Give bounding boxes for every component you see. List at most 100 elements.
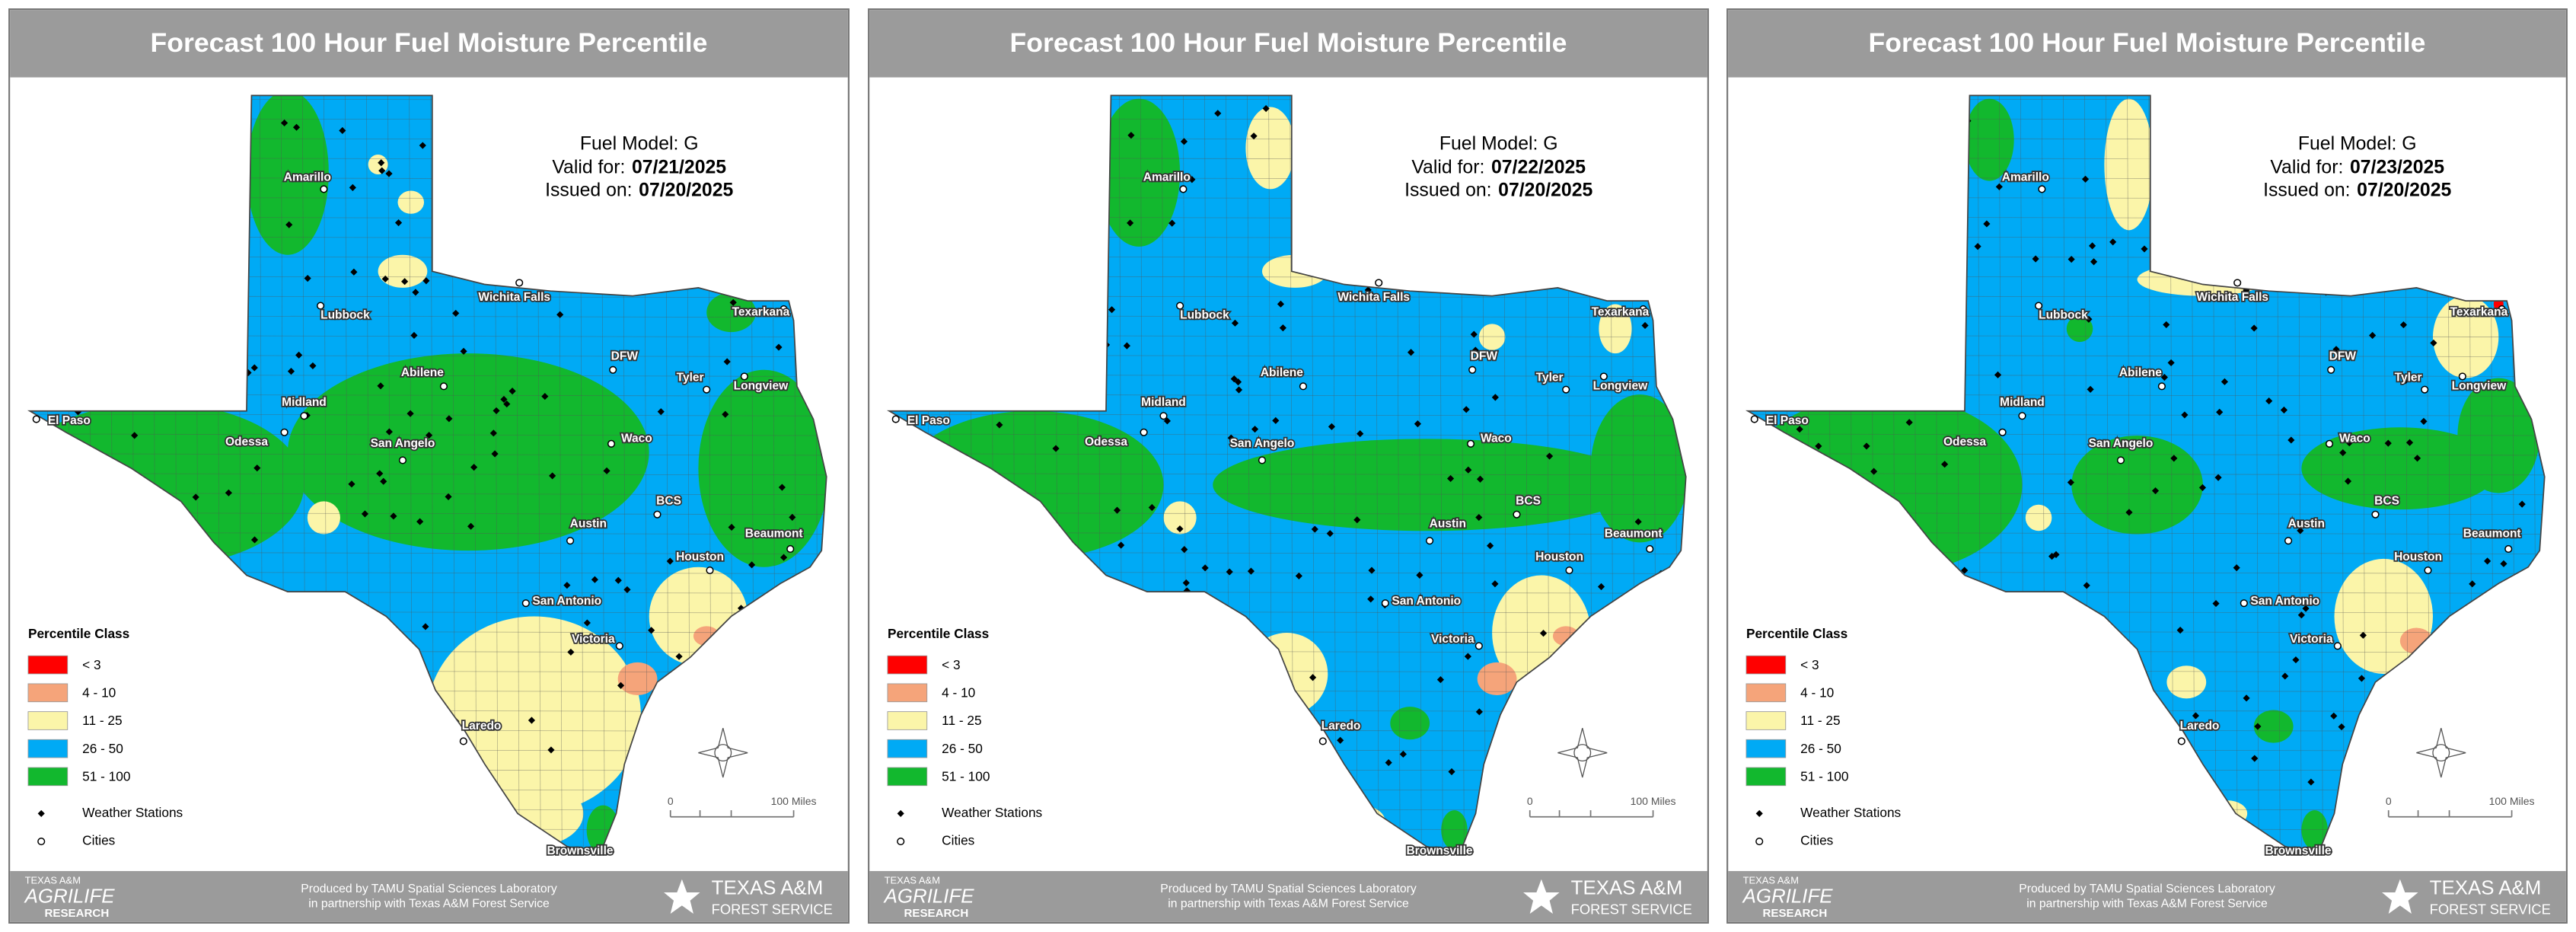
scale-start: 0	[668, 795, 674, 807]
city-marker	[1374, 279, 1382, 287]
city-marker	[2421, 385, 2429, 394]
weather-station	[1414, 420, 1421, 428]
city-label: Tyler	[1535, 372, 1563, 385]
weather-station	[422, 623, 429, 630]
city-label: DFW	[611, 350, 639, 363]
agrilife-logo: AGRILIFE	[882, 886, 974, 907]
agrilife-logo: RESEARCH	[904, 907, 968, 920]
map-panel: Forecast 100 Hour Fuel Moisture Percenti…	[867, 8, 1709, 924]
weather-station	[2287, 436, 2295, 444]
legend-swatch	[887, 655, 927, 675]
legend-cities: Cities	[942, 833, 974, 848]
city-label: San Antonio	[2250, 595, 2319, 608]
issued-date: 07/20/2025	[1498, 180, 1592, 200]
moisture-region	[1478, 324, 1505, 350]
moisture-region	[287, 353, 649, 551]
city-marker	[2038, 185, 2046, 193]
weather-station	[309, 362, 317, 369]
legend-swatch	[1745, 711, 1787, 730]
city-label: Victoria	[1430, 633, 1474, 646]
weather-station	[722, 410, 729, 418]
fuel-model: Fuel Model: G	[2298, 134, 2417, 155]
agrilife-logo: TEXAS A&M	[884, 874, 939, 886]
moisture-region	[378, 254, 428, 288]
agrilife-logo: AGRILIFE	[1742, 886, 1834, 907]
weather-station	[1328, 423, 1335, 430]
issued-label: Issued on:	[1404, 180, 1491, 200]
city-label: BCS	[2374, 495, 2399, 508]
legend-stations: Weather Stations	[942, 805, 1042, 820]
weather-station	[1399, 750, 1407, 758]
city-label: Brownsville	[2265, 844, 2331, 857]
legend-cities: Cities	[82, 833, 115, 848]
legend-label: 51 - 100	[1800, 769, 1848, 784]
scale-end: 100 Miles	[1630, 795, 1675, 807]
city-label: Laredo	[462, 720, 502, 733]
weather-station	[1367, 567, 1376, 574]
city-marker	[280, 428, 289, 436]
city-label: Brownsville	[547, 844, 613, 857]
weather-station	[2151, 487, 2160, 495]
weather-station	[1464, 466, 1471, 474]
valid-label: Valid for:	[1411, 157, 1484, 177]
city-label: Victoria	[2290, 633, 2333, 646]
issued-label: Issued on:	[2263, 180, 2350, 200]
weather-station	[380, 477, 387, 485]
texas-outline	[1745, 94, 2546, 856]
map-panel: Forecast 100 Hour Fuel Moisture Percenti…	[8, 8, 850, 924]
moisture-region	[397, 190, 425, 214]
legend-title: Percentile Class	[28, 626, 129, 641]
weather-station	[2221, 378, 2229, 385]
issued-line: Issued on: 07/20/2025	[2263, 180, 2451, 200]
city-marker	[740, 372, 748, 381]
weather-station	[547, 746, 555, 754]
city-label: Midland	[282, 396, 327, 409]
city-label: El Paso	[1766, 414, 1809, 427]
legend-label: 11 - 25	[942, 713, 981, 728]
fuel-model: Fuel Model: G	[580, 134, 699, 155]
city-label: Wichita Falls	[2196, 291, 2268, 304]
city-marker	[1564, 566, 1573, 575]
moisture-region	[1440, 810, 1468, 850]
city-label: BCS	[656, 495, 681, 508]
weather-station	[1326, 530, 1334, 538]
legend-city-symbol	[896, 838, 904, 846]
city-label: Amarillo	[2002, 171, 2049, 184]
weather-station	[361, 510, 369, 518]
footer-credit: in partnership with Texas A&M Forest Ser…	[308, 897, 550, 910]
city-label: Waco	[2339, 432, 2370, 445]
city-label: Houston	[1535, 551, 1583, 563]
weather-station	[378, 159, 385, 167]
city-label: San Angelo	[371, 437, 435, 450]
city-label: El Paso	[48, 414, 91, 427]
city-marker	[2116, 456, 2125, 464]
legend-label: 4 - 10	[1800, 685, 1834, 700]
city-label: DFW	[1470, 350, 1497, 363]
forest-logo: FOREST SERVICE	[2430, 902, 2551, 918]
legend-label: 11 - 25	[82, 713, 122, 728]
weather-station	[1597, 582, 1605, 591]
city-marker	[398, 456, 407, 464]
city-label: San Antonio	[532, 595, 601, 608]
legend-label: < 3	[1800, 657, 1819, 672]
north-arrow-ring	[2432, 744, 2450, 762]
weather-station	[1545, 452, 1553, 460]
city-label: Longview	[734, 379, 789, 392]
city-label: Beaumont	[1604, 528, 1662, 541]
forest-logo: TEXAS A&M	[2430, 878, 2542, 899]
moisture-region	[2253, 710, 2294, 743]
weather-station	[2214, 474, 2222, 481]
legend-swatch	[887, 711, 927, 730]
weather-station	[563, 582, 571, 589]
north-arrow-ring	[714, 744, 732, 762]
city-label: San Angelo	[1229, 437, 1294, 450]
weather-station	[1870, 468, 1878, 475]
weather-station	[1974, 243, 1981, 251]
city-marker	[1175, 302, 1184, 310]
weather-station	[775, 343, 783, 351]
weather-station	[1366, 595, 1374, 603]
weather-station	[780, 554, 788, 561]
city-marker	[317, 302, 325, 310]
weather-station	[1447, 768, 1455, 776]
